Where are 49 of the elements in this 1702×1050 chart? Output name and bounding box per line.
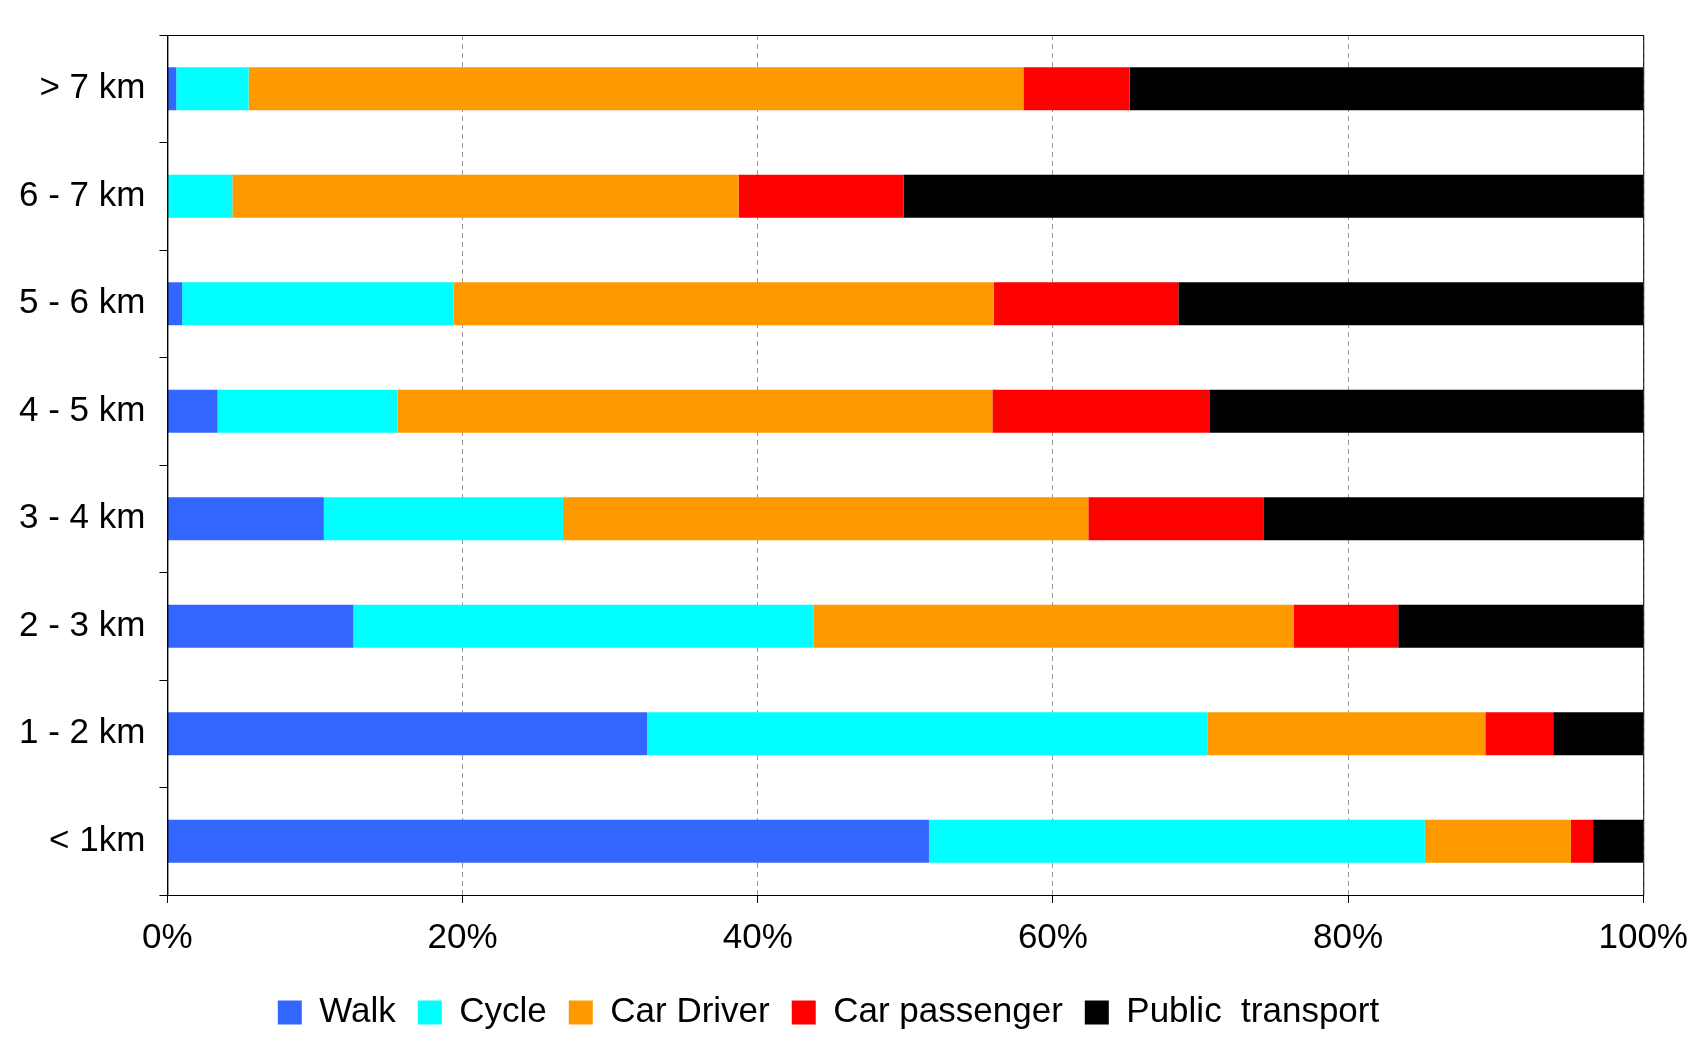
x-tick-label: 0% bbox=[142, 915, 193, 955]
bar bbox=[1293, 604, 1399, 648]
bar bbox=[562, 497, 1089, 541]
bar bbox=[167, 389, 218, 433]
legend-label: Car passenger bbox=[833, 990, 1064, 1030]
bar bbox=[167, 497, 324, 541]
bar bbox=[1207, 712, 1486, 756]
bar bbox=[1485, 712, 1554, 756]
y-tick-label: 5 - 6 km bbox=[18, 281, 146, 321]
bar bbox=[397, 389, 993, 433]
bar bbox=[453, 282, 994, 326]
bar bbox=[176, 67, 249, 111]
bar bbox=[248, 67, 1024, 111]
bar bbox=[738, 174, 904, 218]
x-tick-label: 40% bbox=[722, 915, 793, 955]
bar bbox=[232, 174, 739, 218]
bar bbox=[167, 712, 648, 756]
bar bbox=[1088, 497, 1264, 541]
legend-label: Public transport bbox=[1126, 990, 1380, 1030]
bar bbox=[167, 604, 354, 648]
bar bbox=[167, 282, 183, 326]
bar bbox=[353, 604, 814, 648]
y-tick-label: 2 - 3 km bbox=[18, 603, 146, 643]
bar bbox=[1424, 819, 1571, 863]
x-tick-label: 100% bbox=[1598, 915, 1689, 955]
bar bbox=[323, 497, 563, 541]
bar bbox=[993, 282, 1179, 326]
y-tick-label: > 7 km bbox=[39, 66, 146, 106]
bar bbox=[1023, 67, 1130, 111]
bar bbox=[182, 282, 454, 326]
bar bbox=[647, 712, 1208, 756]
x-tick-label: 60% bbox=[1017, 915, 1088, 955]
y-tick-label: 6 - 7 km bbox=[18, 173, 146, 213]
bar bbox=[992, 389, 1210, 433]
y-tick-label: 1 - 2 km bbox=[18, 711, 146, 751]
y-tick-label: < 1km bbox=[49, 818, 146, 858]
bar bbox=[928, 819, 1425, 863]
legend-label: Car Driver bbox=[610, 990, 771, 1030]
bar bbox=[1570, 819, 1594, 863]
bar bbox=[217, 389, 398, 433]
y-tick-label: 4 - 5 km bbox=[18, 388, 146, 428]
y-tick-label: 3 - 4 km bbox=[18, 496, 146, 536]
legend-label: Walk bbox=[319, 990, 397, 1030]
bar bbox=[167, 819, 929, 863]
x-tick-label: 80% bbox=[1313, 915, 1384, 955]
bar bbox=[813, 604, 1294, 648]
bar bbox=[167, 174, 233, 218]
x-tick-label: 20% bbox=[427, 915, 498, 955]
legend-label: Cycle bbox=[459, 990, 547, 1030]
